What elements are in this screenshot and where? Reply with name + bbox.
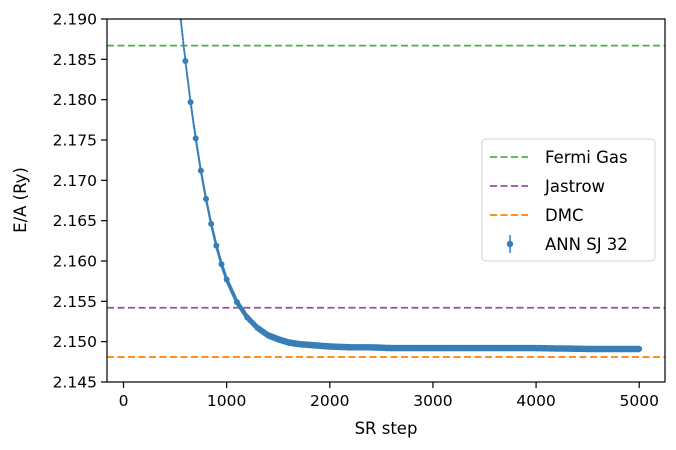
data-point — [177, 12, 183, 18]
x-tick-label: 3000 — [413, 392, 452, 410]
y-tick-label: 2.155 — [53, 293, 97, 311]
y-tick-label: 2.150 — [53, 333, 97, 351]
y-tick-label: 2.160 — [53, 253, 97, 271]
x-tick-label: 4000 — [516, 392, 555, 410]
data-point — [192, 135, 199, 142]
legend-label-dmc: DMC — [545, 206, 583, 225]
data-point — [264, 332, 271, 339]
y-tick-label: 2.185 — [53, 51, 97, 69]
data-point — [295, 341, 302, 348]
y-axis-ticks: 2.145 2.150 2.155 2.160 2.165 2.170 2.175 2.180… — [53, 11, 107, 392]
data-point — [197, 167, 204, 174]
plot-area — [107, 12, 665, 358]
y-tick-label: 2.145 — [53, 374, 97, 392]
data-point — [326, 343, 333, 350]
data-point — [409, 345, 416, 352]
data-point — [347, 344, 354, 351]
y-tick-label: 2.165 — [53, 212, 97, 230]
data-point — [203, 195, 210, 202]
data-point — [213, 242, 220, 249]
x-tick-label: 1000 — [207, 392, 246, 410]
y-tick-label: 2.190 — [53, 11, 97, 29]
data-point — [182, 57, 189, 64]
reference-lines — [107, 44, 665, 358]
data-point — [533, 345, 540, 352]
legend-label-fermi-gas: Fermi Gas — [545, 148, 628, 167]
y-tick-label: 2.175 — [53, 132, 97, 150]
data-point — [481, 345, 488, 352]
data-point — [429, 345, 436, 352]
data-point — [316, 342, 323, 349]
legend-label-jastrow: Jastrow — [544, 177, 605, 196]
data-point — [275, 336, 282, 343]
x-axis-ticks: 0 1000 2000 3000 4000 5000 — [119, 382, 659, 410]
plot-frame — [106, 18, 666, 383]
legend-swatch-ann-sj-32 — [506, 240, 514, 248]
legend-label-ann-sj-32: ANN SJ 32 — [545, 235, 628, 254]
data-point — [254, 324, 261, 331]
series-layer — [177, 12, 643, 353]
data-point — [306, 341, 313, 348]
data-point — [187, 99, 194, 106]
y-axis-label: E/A (Ry) — [11, 167, 30, 233]
data-point — [368, 344, 375, 351]
x-tick-label: 0 — [119, 392, 129, 410]
y-tick-label: 2.180 — [53, 91, 97, 109]
data-point — [223, 276, 230, 283]
data-point — [285, 339, 292, 346]
x-tick-label: 5000 — [619, 392, 658, 410]
data-point — [388, 345, 395, 352]
data-point — [208, 220, 215, 227]
data-point — [218, 261, 225, 268]
data-point — [244, 314, 251, 321]
y-tick-label: 2.170 — [53, 172, 97, 190]
legend: Fermi Gas Jastrow DMC ANN SJ 32 — [481, 138, 656, 262]
data-point — [584, 345, 591, 352]
legend-frame — [481, 138, 656, 262]
data-point — [636, 345, 643, 352]
series-ann-sj-32 — [177, 12, 643, 353]
x-tick-label: 2000 — [310, 392, 349, 410]
data-point — [233, 299, 240, 306]
x-axis-label: SR step — [355, 419, 418, 438]
